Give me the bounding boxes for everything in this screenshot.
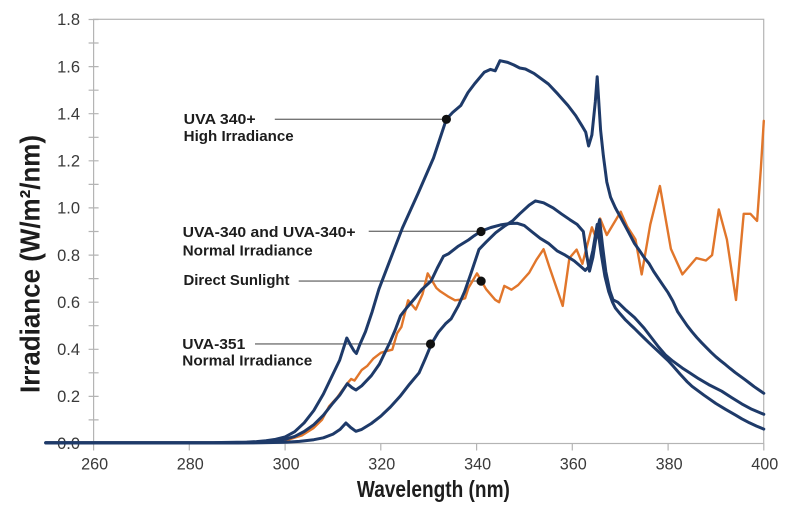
svg-text:0.8: 0.8 [57, 247, 80, 265]
svg-text:0.2: 0.2 [57, 388, 80, 406]
svg-text:0.6: 0.6 [57, 294, 80, 312]
svg-text:1.6: 1.6 [57, 58, 80, 76]
svg-text:280: 280 [177, 456, 204, 474]
svg-text:1.0: 1.0 [57, 200, 80, 218]
svg-text:380: 380 [656, 456, 683, 474]
svg-text:260: 260 [81, 456, 108, 474]
svg-text:0.4: 0.4 [57, 341, 80, 359]
svg-text:Normal Irradiance: Normal Irradiance [182, 352, 312, 369]
svg-text:300: 300 [273, 456, 300, 474]
svg-text:Wavelength (nm): Wavelength (nm) [357, 476, 510, 502]
svg-text:360: 360 [560, 456, 587, 474]
svg-text:Direct Sunlight: Direct Sunlight [184, 272, 290, 289]
svg-text:1.8: 1.8 [57, 11, 80, 29]
svg-text:400: 400 [751, 456, 778, 474]
svg-text:High Irradiance: High Irradiance [184, 128, 294, 145]
svg-text:UVA 340+: UVA 340+ [184, 111, 256, 128]
svg-text:1.4: 1.4 [57, 105, 80, 123]
svg-text:Normal Irradiance: Normal Irradiance [183, 242, 313, 259]
svg-text:UVA-351: UVA-351 [182, 336, 245, 353]
svg-text:Irradiance (W/m²/nm): Irradiance (W/m²/nm) [15, 135, 46, 393]
svg-text:1.2: 1.2 [57, 153, 80, 171]
svg-text:UVA-340 and UVA-340+: UVA-340 and UVA-340+ [183, 224, 356, 241]
svg-text:320: 320 [368, 456, 395, 474]
svg-text:340: 340 [464, 456, 491, 474]
